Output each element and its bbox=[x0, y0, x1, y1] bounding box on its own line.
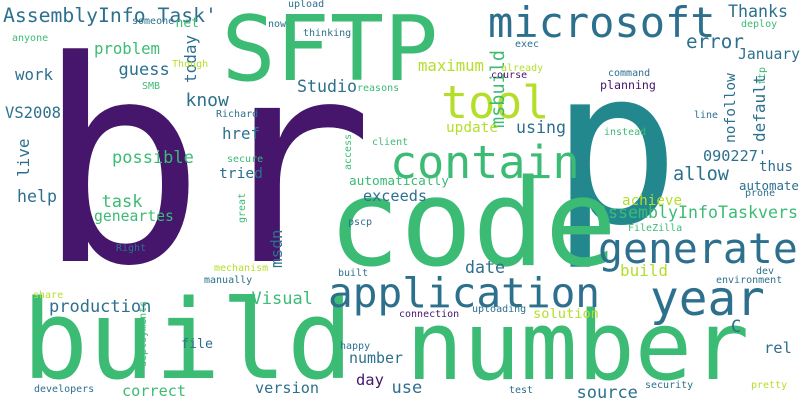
cloud-word: SFTP bbox=[221, 0, 439, 102]
cloud-word: deploy bbox=[741, 19, 778, 30]
cloud-word: microsoft bbox=[488, 0, 716, 47]
cloud-word: someone bbox=[132, 16, 175, 27]
cloud-word: automatically bbox=[349, 174, 449, 189]
cloud-word: exec bbox=[515, 39, 540, 50]
cloud-word: C bbox=[731, 317, 742, 337]
cloud-word: build bbox=[620, 260, 668, 280]
cloud-word: automate bbox=[739, 177, 799, 193]
cloud-word: course bbox=[491, 70, 528, 81]
cloud-word: already bbox=[501, 63, 544, 74]
cloud-word: now bbox=[268, 19, 287, 30]
cloud-word: achieve bbox=[622, 192, 683, 209]
cloud-word: Right bbox=[116, 243, 147, 254]
cloud-word: date bbox=[465, 258, 505, 277]
cloud-word: Richard bbox=[216, 109, 259, 120]
cloud-word: happy bbox=[340, 341, 371, 352]
cloud-word: problem bbox=[94, 38, 160, 58]
cloud-word: number bbox=[406, 292, 750, 400]
cloud-word: great bbox=[237, 192, 248, 223]
cloud-word: reasons bbox=[357, 83, 400, 94]
cloud-word: share bbox=[33, 290, 64, 301]
cloud-word: secure bbox=[227, 154, 264, 165]
cloud-word: tool bbox=[441, 76, 550, 129]
cloud-word: p bbox=[550, 22, 680, 273]
cloud-word: know bbox=[185, 90, 229, 111]
cloud-word: developers bbox=[34, 384, 95, 395]
cloud-word: production bbox=[49, 297, 152, 317]
cloud-word: mechanism bbox=[214, 263, 269, 274]
cloud-word: number bbox=[349, 349, 403, 367]
cloud-word: task bbox=[101, 192, 143, 212]
cloud-word: access bbox=[343, 133, 354, 170]
cloud-word: 090227' bbox=[703, 147, 768, 165]
cloud-word: use bbox=[391, 378, 423, 398]
cloud-word: contain bbox=[390, 136, 580, 189]
cloud-word: line bbox=[694, 110, 719, 121]
cloud-word: SMB bbox=[142, 81, 161, 92]
cloud-word: ftp bbox=[757, 66, 768, 85]
cloud-word: Though bbox=[172, 59, 209, 70]
cloud-word: connection bbox=[399, 309, 460, 320]
cloud-word: msbuild bbox=[487, 49, 509, 128]
cloud-word: client bbox=[372, 137, 409, 148]
cloud-word: AssemblyInfo Task' bbox=[3, 4, 217, 27]
cloud-word: deployments bbox=[138, 300, 149, 367]
cloud-word: build bbox=[22, 276, 354, 400]
cloud-word: prone bbox=[745, 188, 776, 199]
cloud-word: Studio bbox=[297, 77, 357, 96]
cloud-word: nofollow bbox=[722, 73, 739, 143]
cloud-word: error bbox=[686, 29, 744, 53]
cloud-word: br bbox=[36, 2, 374, 328]
cloud-word: exceeds bbox=[363, 187, 428, 205]
cloud-word: planning bbox=[600, 78, 656, 92]
cloud-word: built bbox=[338, 268, 369, 279]
cloud-word: correct bbox=[122, 382, 187, 400]
cloud-word: security bbox=[645, 380, 694, 391]
cloud-word: thinking bbox=[303, 28, 352, 39]
cloud-word: test bbox=[509, 385, 534, 396]
cloud-word: day bbox=[356, 371, 384, 389]
cloud-word: work bbox=[15, 64, 53, 84]
cloud-word: environment bbox=[716, 275, 783, 286]
cloud-word: tried bbox=[219, 165, 263, 182]
cloud-word: upload bbox=[288, 0, 325, 10]
cloud-word: code bbox=[328, 155, 617, 294]
cloud-word: pscp bbox=[348, 217, 373, 228]
cloud-word: possible bbox=[112, 148, 194, 168]
cloud-word: file bbox=[181, 337, 213, 352]
cloud-word: anyone bbox=[12, 33, 49, 44]
cloud-word: version bbox=[255, 379, 320, 397]
cloud-word: AssemblyInfoTaskvers bbox=[598, 203, 798, 222]
cloud-word: geneartes bbox=[94, 208, 174, 225]
cloud-word: manually bbox=[204, 275, 253, 286]
cloud-word: uploading bbox=[472, 304, 527, 315]
cloud-word: generate bbox=[598, 224, 798, 273]
cloud-word: update bbox=[446, 119, 498, 136]
cloud-word: year bbox=[650, 272, 765, 327]
cloud-word: maximum bbox=[418, 55, 484, 75]
cloud-word: net bbox=[175, 16, 199, 31]
cloud-word: guess bbox=[118, 60, 170, 80]
cloud-word: VS2008 bbox=[5, 103, 61, 122]
cloud-word: FileZilla bbox=[628, 223, 683, 234]
cloud-word: href bbox=[222, 123, 260, 143]
cloud-word: application bbox=[328, 268, 601, 317]
cloud-word: dev bbox=[756, 266, 775, 277]
cloud-word: allow bbox=[673, 163, 729, 185]
cloud-word: Visual bbox=[251, 289, 313, 309]
cloud-word: rel bbox=[764, 339, 792, 357]
cloud-word: using bbox=[516, 118, 566, 137]
cloud-word: Thanks bbox=[728, 1, 788, 21]
cloud-word: live bbox=[14, 137, 33, 177]
cloud-word: source bbox=[576, 383, 638, 400]
cloud-word: January bbox=[738, 45, 800, 63]
cloud-word: thus bbox=[759, 158, 793, 175]
cloud-word: msdn bbox=[267, 228, 286, 268]
cloud-word: solution bbox=[533, 305, 599, 322]
cloud-word: pretty bbox=[751, 380, 788, 391]
cloud-word: help bbox=[17, 187, 57, 206]
cloud-word: instead bbox=[604, 127, 647, 138]
cloud-word: command bbox=[608, 68, 651, 79]
